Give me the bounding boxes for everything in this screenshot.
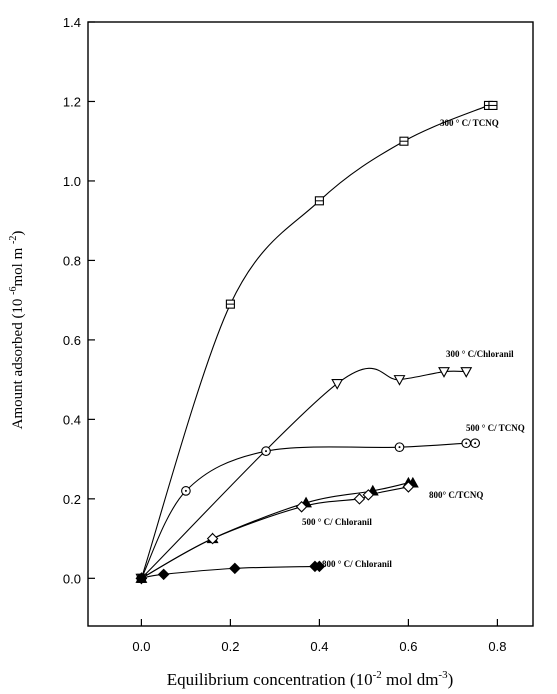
data-point-circle-dot [265,450,267,453]
y-tick-label: 1.0 [63,174,81,189]
y-axis-title: Amount adsorbed (10 -6mol m -2) [8,231,26,430]
series-label-300-c-tcnq: 300 ° C/ TCNQ [440,118,499,128]
y-tick-label: 0.4 [63,412,81,427]
y-tick-label: 0.2 [63,492,81,507]
y-tick-label: 1.4 [63,15,81,30]
data-point-diamond-open [353,493,366,505]
x-tick-label: 0.8 [488,639,506,654]
x-ticks: 0.0 0.2 0.4 0.6 0.8 [132,619,506,654]
y-tick-label: 0.6 [63,333,81,348]
x-tick-label: 0.4 [310,639,328,654]
y-ticks: 0.0 0.2 0.4 0.6 0.8 1.0 1.2 1.4 [63,15,95,586]
series-label-800-c-chloranil: 800 ° C/ Chloranil [322,559,392,569]
data-point-circle-dot [184,489,187,492]
series-line-300-c-tcnq [140,102,497,579]
data-point-diamond-filled [135,572,148,585]
data-point-circle-dot [465,442,468,445]
series-label-500-c-tcnq: 500 ° C/ TCNQ [466,423,525,433]
data-point-diamond-filled [313,560,326,573]
data-point-diamond-open [295,501,308,513]
y-tick-label: 1.2 [63,94,81,109]
y-tick-label: 0.8 [63,253,81,268]
x-tick-label: 0.2 [221,639,239,654]
series-labels: 300 ° C/ TCNQ 300 ° C/Chloranil 500 ° C/ T… [302,118,525,569]
data-point-triangle-down [460,367,473,378]
x-tick-label: 0.0 [132,639,150,654]
y-tick-label: 0.0 [63,571,81,586]
data-point-diamond-open [362,489,375,501]
series-curves [140,102,497,579]
data-point-diamond-open [402,481,415,493]
series-line-500-c-tcnq [140,442,476,579]
data-point-triangle-down [393,375,406,386]
series-markers [135,100,498,585]
data-point-triangle-down [331,379,344,390]
series-label-500-c-chloranil: 500 ° C/ Chloranil [302,517,372,527]
data-point-circle-dot [474,442,477,445]
data-point-triangle-down [438,367,450,378]
series-line-300-c-chloranil [141,367,467,579]
x-axis-title: Equilibrium concentration (10-2 mol dm-3… [167,669,454,689]
plot-frame [87,21,534,627]
series-label-300-c-chloranil: 300 ° C/Chloranil [446,349,514,359]
data-point-circle-dot [398,446,401,449]
x-tick-label: 0.6 [399,639,417,654]
data-point-diamond-open [206,532,219,545]
data-point-diamond-filled [229,562,241,575]
data-point-diamond-filled [157,568,170,581]
series-label-800-c-tcnq: 800° C/TCNQ [429,490,483,500]
